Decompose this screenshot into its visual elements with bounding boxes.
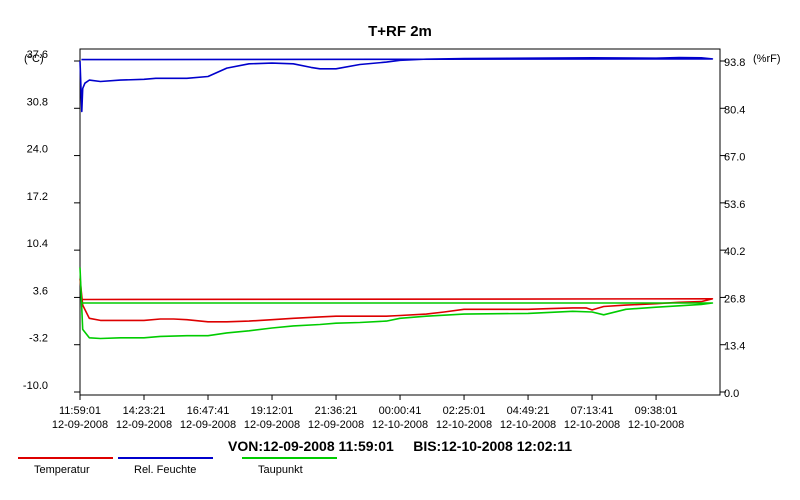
y-left-axis: 37.6 30.8 24.0 17.2 10.4 3.6 -3.2 -10.0	[23, 49, 80, 393]
plot-area	[79, 48, 721, 396]
x-tick-time: 19:12:01	[251, 405, 294, 417]
x-tick-time: 07:13:41	[571, 405, 614, 417]
series-line-rel-feuchte	[79, 56, 714, 113]
y-left-tick-label: 3.6	[33, 285, 48, 297]
y-left-tick-label: 30.8	[27, 96, 48, 108]
series-line-temperatur	[79, 278, 714, 323]
y-left-tick-label: -3.2	[29, 333, 48, 345]
x-tick-date: 12-09-2008	[244, 419, 300, 431]
y-right-tick-label: 53.6	[724, 199, 745, 211]
legend-label: Taupunkt	[258, 464, 303, 476]
y-right-axis: 93.8 80.4 67.0 53.6 40.2 26.8 13.4 0.0	[720, 57, 745, 400]
y-right-tick-label: 93.8	[724, 57, 745, 69]
x-tick-date: 12-09-2008	[180, 419, 236, 431]
y-left-tick-label: 24.0	[27, 144, 48, 156]
legend-label: Rel. Feuchte	[134, 464, 196, 476]
y-right-unit: (%rF)	[753, 53, 781, 65]
x-tick-date: 12-10-2008	[436, 419, 492, 431]
x-tick-date: 12-10-2008	[564, 419, 620, 431]
y-right-tick-label: 80.4	[724, 104, 745, 116]
y-left-tick-label: -10.0	[23, 380, 48, 392]
x-tick-time: 04:49:21	[507, 405, 550, 417]
series-layer	[79, 56, 714, 340]
x-tick-time: 02:25:01	[443, 405, 486, 417]
legend-label: Temperatur	[34, 464, 90, 476]
range-label: VON:12-09-2008 11:59:01 BIS:12-10-2008 1…	[228, 438, 572, 454]
x-tick-date: 12-10-2008	[500, 419, 556, 431]
y-left-tick-label: 10.4	[27, 238, 48, 250]
series-line-taupunkt	[79, 267, 714, 340]
y-right-tick-label: 26.8	[724, 293, 745, 305]
x-tick-time: 00:00:41	[379, 405, 422, 417]
y-right-tick-label: 0.0	[724, 388, 739, 400]
y-right-tick-label: 67.0	[724, 152, 745, 164]
x-tick-time: 11:59:01	[59, 405, 101, 417]
chart-title: T+RF 2m	[368, 23, 432, 40]
x-tick-time: 16:47:41	[187, 405, 230, 417]
x-tick-date: 12-09-2008	[308, 419, 364, 431]
x-tick-time: 09:38:01	[635, 405, 678, 417]
legend: Temperatur Rel. Feuchte Taupunkt	[18, 457, 337, 476]
x-tick-time: 14:23:21	[123, 405, 166, 417]
x-tick-date: 12-09-2008	[52, 419, 108, 431]
x-tick-date: 12-10-2008	[628, 419, 684, 431]
x-tick-time: 21:36:21	[315, 405, 358, 417]
y-left-tick-label: 37.6	[27, 49, 48, 61]
y-left-tick-label: 17.2	[27, 191, 48, 203]
y-right-tick-label: 13.4	[724, 341, 745, 353]
y-left-unit: (°C)	[24, 53, 44, 65]
x-tick-date: 12-10-2008	[372, 419, 428, 431]
x-axis: 11:59:01 12-09-2008 14:23:21 12-09-2008 16:4…	[52, 395, 684, 431]
y-right-tick-label: 40.2	[724, 246, 745, 258]
x-tick-date: 12-09-2008	[116, 419, 172, 431]
